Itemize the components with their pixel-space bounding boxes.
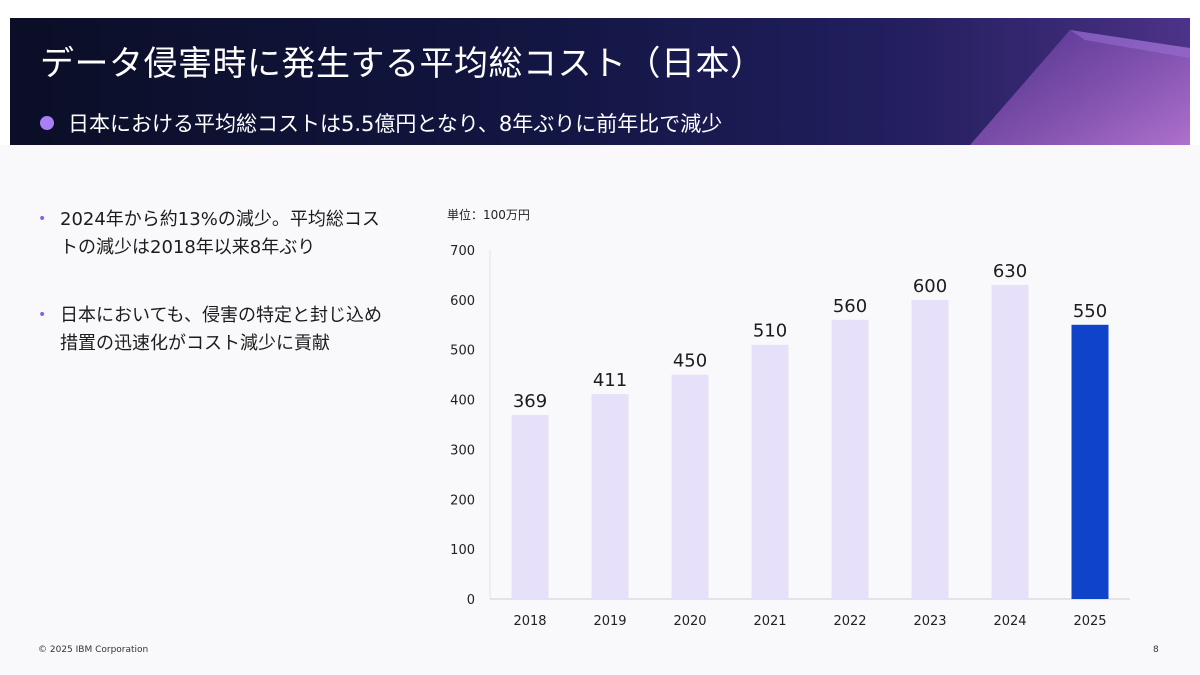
y-tick-label: 0 [467, 593, 475, 608]
banner-decoration [910, 18, 1190, 145]
bar [751, 344, 789, 599]
bullet-text: 日本においても、侵害の特定と封じ込め措置の迅速化がコスト減少に貢献 [60, 305, 383, 354]
bar [671, 374, 709, 599]
bar [1071, 324, 1109, 599]
bar [511, 415, 549, 599]
header-banner: データ侵害時に発生する平均総コスト（日本） 日本における平均総コストは5.5億円… [10, 18, 1190, 145]
data-label: 550 [1073, 301, 1107, 322]
bar-chart: 0 100 200 300 400 500 600 700 369 2018 411 2019 450 2… [450, 244, 1130, 629]
y-tick-label: 400 [450, 394, 475, 409]
page-title: データ侵害時に発生する平均総コスト（日本） [40, 44, 765, 84]
bar [991, 284, 1029, 599]
copyright-text: © 2025 IBM Corporation [38, 645, 149, 655]
bar [591, 394, 629, 599]
subtitle-text: 日本における平均総コストは5.5億円となり、8年ぶりに前年比で減少 [68, 112, 723, 136]
y-tick-label: 300 [450, 443, 475, 458]
x-tick-label: 2020 [673, 614, 706, 629]
x-tick-label: 2023 [913, 614, 946, 629]
y-tick-label: 500 [450, 344, 475, 359]
x-tick-label: 2024 [993, 614, 1026, 629]
bullet-text: 2024年から約13%の減少。平均総コストの減少は2018年以来8年ぶり [60, 209, 380, 258]
y-tick-label: 700 [450, 244, 475, 259]
x-tick-label: 2025 [1073, 614, 1106, 629]
chart-unit-label: 単位：100万円 [447, 208, 530, 222]
y-tick-label: 200 [450, 493, 475, 508]
bullet-item: • 2024年から約13%の減少。平均総コストの減少は2018年以来8年ぶり [38, 206, 408, 262]
y-tick-label: 600 [450, 294, 475, 309]
bar [911, 299, 949, 599]
y-tick-label: 100 [450, 543, 475, 558]
page-number: 8 [1153, 645, 1159, 655]
bar [831, 319, 869, 599]
bullet-dot-icon [40, 116, 54, 130]
data-label: 600 [913, 276, 947, 297]
x-tick-label: 2019 [593, 614, 626, 629]
data-label: 450 [673, 351, 707, 372]
data-label: 369 [513, 391, 547, 412]
data-label: 411 [593, 370, 627, 391]
data-label: 560 [833, 296, 867, 317]
bullet-item: • 日本においても、侵害の特定と封じ込め措置の迅速化がコスト減少に貢献 [38, 302, 408, 358]
x-tick-label: 2022 [833, 614, 866, 629]
data-label: 510 [753, 321, 787, 342]
bullet-marker-icon: • [38, 307, 47, 323]
x-tick-label: 2021 [753, 614, 786, 629]
bullet-marker-icon: • [38, 211, 47, 227]
data-label: 630 [993, 261, 1027, 282]
x-tick-label: 2018 [513, 614, 546, 629]
page-subtitle: 日本における平均総コストは5.5億円となり、8年ぶりに前年比で減少 [40, 108, 722, 138]
bullet-list: • 2024年から約13%の減少。平均総コストの減少は2018年以来8年ぶり •… [38, 206, 408, 398]
